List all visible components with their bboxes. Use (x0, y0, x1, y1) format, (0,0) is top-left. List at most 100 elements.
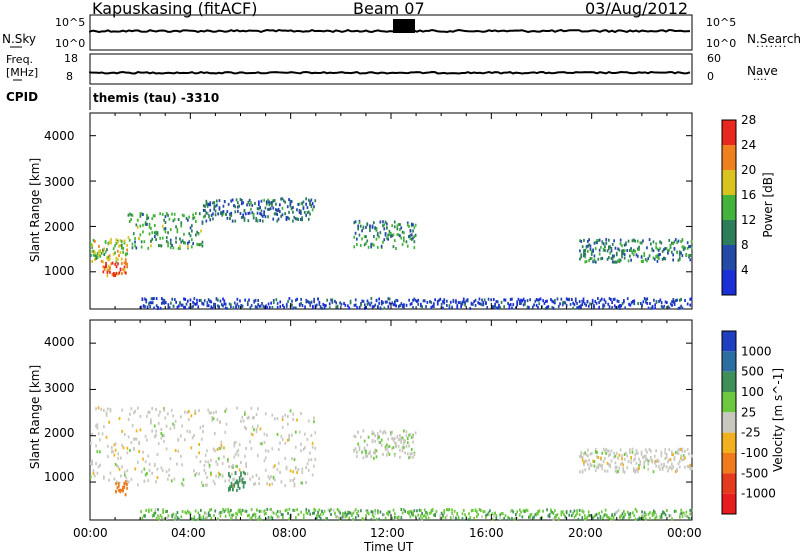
heatmap-cell (665, 247, 668, 251)
heatmap-cell (92, 249, 95, 253)
heatmap-cell (376, 437, 379, 441)
heatmap-cell (260, 212, 263, 216)
heatmap-cell (584, 252, 587, 256)
heatmap-cell (363, 243, 366, 247)
heatmap-cell (184, 438, 186, 442)
heatmap-cell (479, 302, 482, 306)
heatmap-cell (229, 212, 231, 216)
heatmap-cell (470, 509, 473, 513)
heatmap-cell (492, 298, 495, 301)
power-colorbar-swatch (722, 195, 736, 220)
heatmap-cell (153, 511, 155, 515)
heatmap-cell (358, 305, 361, 309)
heatmap-cell (306, 206, 309, 210)
heatmap-cell (254, 305, 257, 309)
heatmap-cell (183, 241, 185, 245)
heatmap-cell (173, 426, 176, 430)
heatmap-cell (306, 437, 309, 441)
heatmap-cell (652, 470, 655, 474)
heatmap-cell (190, 305, 193, 309)
heatmap-cell (518, 299, 521, 303)
heatmap-cell (395, 442, 397, 446)
heatmap-cell (403, 231, 405, 235)
heatmap-cell (371, 224, 374, 228)
heatmap-cell (396, 435, 399, 439)
heatmap-cell (585, 303, 587, 307)
heatmap-cell (651, 304, 654, 308)
heatmap-cell (195, 212, 197, 215)
heatmap-cell (577, 305, 580, 309)
heatmap-cell (108, 254, 111, 258)
heatmap-cell (171, 243, 173, 247)
heatmap-cell (681, 245, 684, 249)
heatmap-cell (623, 243, 626, 247)
heatmap-cell (289, 204, 292, 208)
heatmap-cell (195, 455, 198, 459)
heatmap-cell (210, 213, 213, 217)
heatmap-cell (393, 220, 396, 224)
power-ytick-1000: 1000 (44, 264, 75, 278)
heatmap-cell (213, 201, 216, 205)
heatmap-cell (668, 448, 671, 452)
heatmap-cell (121, 408, 123, 412)
heatmap-cell (217, 212, 219, 216)
heatmap-cell (304, 446, 306, 450)
heatmap-cell (264, 456, 267, 460)
heatmap-cell (641, 303, 643, 307)
heatmap-cell (330, 507, 332, 511)
heatmap-cell (210, 471, 212, 475)
heatmap-cell (298, 430, 301, 434)
heatmap-cell (502, 512, 504, 516)
heatmap-cell (204, 483, 207, 487)
heatmap-cell (107, 444, 109, 448)
heatmap-cell (153, 306, 155, 310)
heatmap-cell (587, 244, 589, 248)
heatmap-cell (169, 241, 172, 245)
velocity-colorbar-swatch (722, 371, 736, 392)
heatmap-cell (253, 482, 255, 486)
heatmap-cell (205, 516, 207, 520)
heatmap-cell (217, 475, 220, 479)
heatmap-cell (394, 300, 396, 304)
heatmap-cell (604, 248, 606, 252)
heatmap-cell (181, 482, 183, 486)
heatmap-cell (266, 306, 269, 310)
heatmap-cell (387, 437, 389, 441)
heatmap-cell (590, 256, 593, 260)
heatmap-cell (130, 217, 132, 221)
heatmap-cell (254, 202, 256, 205)
heatmap-cell (690, 240, 693, 244)
heatmap-cell (522, 509, 525, 513)
heatmap-cell (409, 302, 412, 306)
heatmap-cell (613, 304, 616, 308)
heatmap-cell (189, 512, 192, 516)
heatmap-cell (318, 300, 321, 304)
heatmap-cell (187, 410, 190, 413)
heatmap-cell (561, 510, 564, 514)
heatmap-cell (483, 510, 486, 514)
heatmap-cell (131, 242, 134, 246)
heatmap-cell (339, 517, 341, 521)
heatmap-cell (409, 455, 412, 459)
heatmap-cell (365, 242, 367, 245)
heatmap-cell (272, 465, 275, 469)
heatmap-cell (96, 252, 99, 256)
heatmap-cell (621, 454, 623, 458)
heatmap-cell (147, 479, 150, 483)
heatmap-cell (334, 299, 336, 303)
heatmap-cell (387, 237, 389, 241)
heatmap-cell (371, 242, 374, 246)
heatmap-cell (309, 212, 311, 216)
heatmap-cell (177, 449, 180, 453)
heatmap-cell (292, 412, 294, 416)
heatmap-cell (161, 468, 164, 472)
heatmap-cell (684, 299, 686, 302)
freq-tick-top: 18 (64, 52, 78, 65)
heatmap-cell (212, 212, 214, 216)
heatmap-cell (602, 447, 605, 451)
heatmap-cell (125, 475, 127, 479)
heatmap-cell (384, 220, 387, 224)
heatmap-cell (197, 232, 200, 236)
heatmap-cell (591, 301, 594, 305)
heatmap-cell (516, 300, 518, 304)
